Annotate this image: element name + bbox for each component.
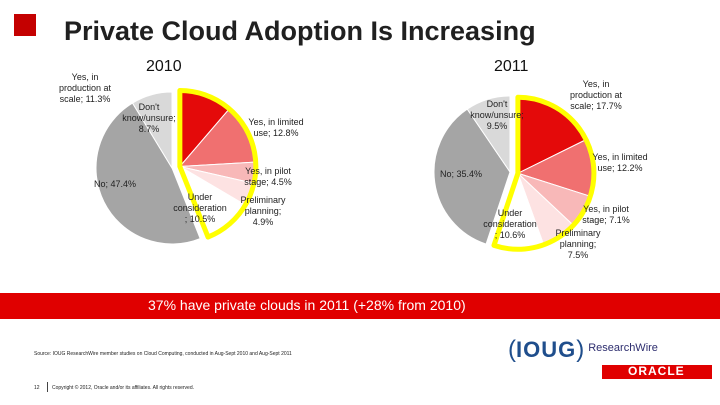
logo-right-paren-icon: ) [576, 336, 585, 363]
oracle-logo-bar [602, 365, 712, 379]
logo-ioug-text: IOUG [516, 337, 577, 362]
source-note: Source: IOUG ResearchWire member studies… [34, 351, 292, 357]
logo-researchwire-text: ResearchWire [588, 342, 658, 354]
pie-1-label-4: Under consideration; 10.6% [483, 208, 537, 240]
pie-1-label-1: Yes, in limited use; 12.2% [592, 152, 647, 173]
chart-title-2010: 2010 [146, 58, 182, 75]
oracle-logo-text: ORACLE [628, 364, 685, 378]
summary-banner [0, 293, 720, 319]
pie-0-slice-6 [131, 91, 173, 170]
pie-1-slice-5 [433, 108, 511, 245]
pie-0-highlight-outline [177, 87, 259, 240]
pie-1-label-2: Yes, in pilot stage; 7.1% [582, 204, 630, 225]
title-accent-square [14, 14, 36, 36]
pie-1-label-3: Preliminary planning; 7.5% [555, 228, 601, 260]
pie-0-label-0: Yes, in production at scale; 11.3% [59, 72, 112, 104]
pie-1-label-0: Yes, in production at scale; 17.7% [570, 79, 623, 111]
pie-0-label-3: Preliminary planning; 4.9% [240, 195, 286, 227]
pie-1-label-6: Don't know/unsure; 9.5% [470, 99, 524, 131]
slide-title: Private Cloud Adoption Is Increasing [64, 16, 536, 46]
chart-title-2011: 2011 [494, 58, 529, 75]
pie-1-highlight-outline [491, 94, 597, 252]
pie-0-label-6: Don't know/unsure; 8.7% [122, 102, 176, 134]
summary-banner-text: 37% have private clouds in 2011 (+28% fr… [148, 297, 466, 313]
pie-0-label-2: Yes, in pilot stage; 4.5% [244, 166, 292, 187]
pie-0-label-5: No; 47.4% [94, 179, 136, 189]
pie-0-label-4: Under consideration; 10.5% [173, 192, 227, 224]
pie-1-label-5: No; 35.4% [440, 169, 482, 179]
pie-0-slice-5 [95, 102, 201, 245]
footer-separator [47, 382, 48, 392]
logo-left-paren-icon: ( [508, 336, 516, 363]
page-number: 12 [34, 385, 40, 391]
pie-1-slice-6 [466, 95, 511, 174]
ioug-researchwire-logo: (IOUG) ResearchWire [508, 336, 658, 363]
pie-0-label-1: Yes, in limited use; 12.8% [248, 117, 303, 138]
copyright-text: Copyright © 2012, Oracle and/or its affi… [52, 385, 194, 391]
